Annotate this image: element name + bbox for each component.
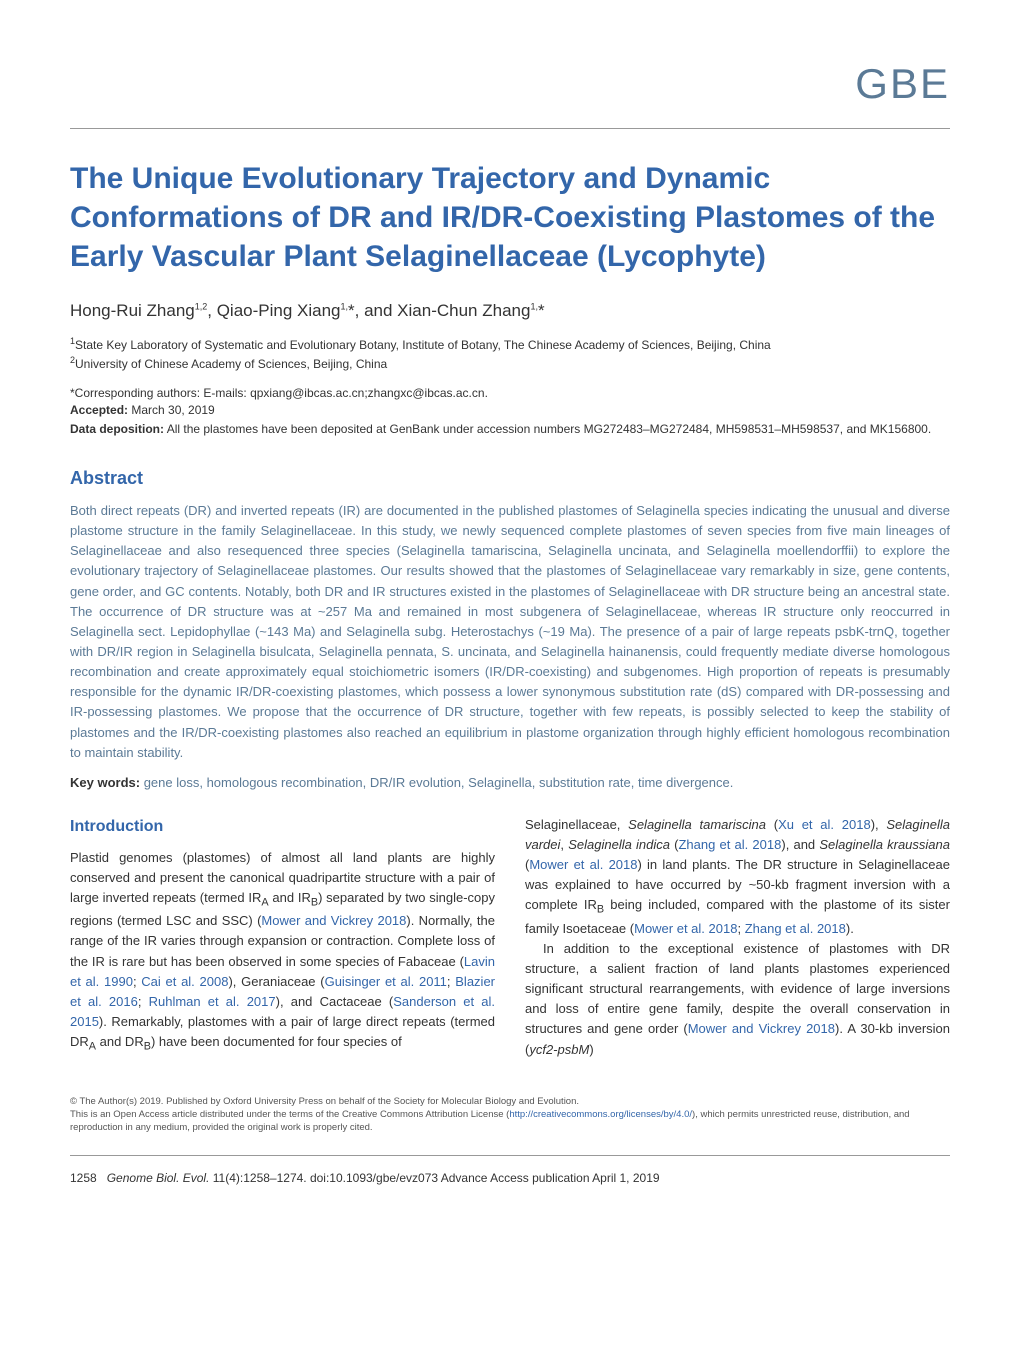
copyright-line-2: This is an Open Access article distribut…: [70, 1108, 950, 1135]
col2-text-2: (: [766, 817, 778, 832]
intro-paragraph-2: Selaginellaceae, Selaginella tamariscina…: [525, 815, 950, 939]
col2-italic-3: Selaginella indica: [568, 837, 670, 852]
data-deposition: Data deposition: All the plastomes have …: [70, 420, 950, 438]
footer: 1258 Genome Biol. Evol. 11(4):1258–1274.…: [70, 1171, 950, 1205]
citation-12[interactable]: Zhang et al. 2018: [745, 921, 846, 936]
intro-text-6: ), Geraniaceae (: [228, 974, 324, 989]
col2-text-11: ).: [846, 921, 854, 936]
data-deposition-text: All the plastomes have been deposited at…: [164, 422, 931, 436]
citation-9[interactable]: Zhang et al. 2018: [678, 837, 781, 852]
col2-italic-5: ycf2-psbM: [529, 1042, 589, 1057]
column-right: Selaginellaceae, Selaginella tamariscina…: [525, 815, 950, 1060]
intro-text-9: ), and Cactaceae (: [276, 994, 394, 1009]
intro-paragraph-1: Plastid genomes (plastomes) of almost al…: [70, 848, 495, 1056]
author-3-sup: 1,: [530, 301, 538, 311]
intro-sub-1: A: [261, 897, 268, 909]
col2-text-10: ;: [737, 921, 744, 936]
keywords-text: gene loss, homologous recombination, DR/…: [140, 775, 733, 790]
citation-10[interactable]: Mower et al. 2018: [529, 857, 637, 872]
affiliation-2-text: University of Chinese Academy of Science…: [75, 357, 387, 371]
intro-text-7: ;: [447, 974, 455, 989]
bottom-divider: [70, 1155, 950, 1156]
intro-sub-4: B: [144, 1041, 151, 1053]
footer-citation: 11(4):1258–1274. doi:10.1093/gbe/evz073 …: [209, 1171, 659, 1185]
author-2-post: *, and Xian-Chun Zhang: [348, 301, 530, 320]
intro-text-8: ;: [138, 994, 149, 1009]
intro-sub-3: A: [89, 1041, 96, 1053]
intro-text-12: ) have been documented for four species …: [151, 1034, 402, 1049]
citation-4[interactable]: Guisinger et al. 2011: [325, 974, 447, 989]
column-left: Introduction Plastid genomes (plastomes)…: [70, 815, 495, 1060]
citation-6[interactable]: Ruhlman et al. 2017: [149, 994, 276, 1009]
citation-1[interactable]: Mower and Vickrey 2018: [261, 913, 406, 928]
copyright-link[interactable]: http://creativecommons.org/licenses/by/4…: [509, 1109, 692, 1120]
affiliation-1: 1State Key Laboratory of Systematic and …: [70, 336, 950, 352]
author-3-post: *: [538, 301, 545, 320]
two-column-layout: Introduction Plastid genomes (plastomes)…: [70, 815, 950, 1060]
page-container: GBE The Unique Evolutionary Trajectory a…: [0, 0, 1020, 1245]
intro-paragraph-3: In addition to the exceptional existence…: [525, 939, 950, 1060]
article-title: The Unique Evolutionary Trajectory and D…: [70, 159, 950, 276]
col2-p2-text-3: ): [589, 1042, 593, 1057]
data-deposition-label: Data deposition:: [70, 422, 164, 436]
top-divider: [70, 128, 950, 129]
copyright-block: © The Author(s) 2019. Published by Oxfor…: [70, 1095, 950, 1135]
copyright-text-2: This is an Open Access article distribut…: [70, 1109, 509, 1120]
keywords-label: Key words:: [70, 775, 140, 790]
col2-text-3: ),: [871, 817, 887, 832]
citation-11[interactable]: Mower et al. 2018: [634, 921, 737, 936]
affiliation-1-text: State Key Laboratory of Systematic and E…: [75, 338, 771, 352]
author-1: Hong-Rui Zhang: [70, 301, 195, 320]
introduction-heading: Introduction: [70, 815, 495, 840]
intro-text-2: and IR: [269, 890, 311, 905]
authors-line: Hong-Rui Zhang1,2, Qiao-Ping Xiang1,*, a…: [70, 301, 950, 321]
author-2-pre: , Qiao-Ping Xiang: [207, 301, 340, 320]
journal-logo: GBE: [70, 60, 950, 108]
corresponding-authors: *Corresponding authors: E-mails: qpxiang…: [70, 386, 950, 400]
page-number: 1258: [70, 1171, 97, 1185]
col2-text-1: Selaginellaceae,: [525, 817, 628, 832]
abstract-text: Both direct repeats (DR) and inverted re…: [70, 501, 950, 763]
footer-journal: Genome Biol. Evol.: [107, 1171, 210, 1185]
accepted-label: Accepted:: [70, 403, 128, 417]
author-1-sup: 1,2: [195, 301, 208, 311]
col2-italic-1: Selaginella tamariscina: [628, 817, 766, 832]
citation-13[interactable]: Mower and Vickrey 2018: [688, 1021, 835, 1036]
citation-3[interactable]: Cai et al. 2008: [141, 974, 228, 989]
citation-8[interactable]: Xu et al. 2018: [778, 817, 871, 832]
abstract-heading: Abstract: [70, 468, 950, 489]
affiliation-2: 2University of Chinese Academy of Scienc…: [70, 355, 950, 371]
accepted-date: March 30, 2019: [128, 403, 215, 417]
col2-text-6: ), and: [781, 837, 819, 852]
copyright-line-1: © The Author(s) 2019. Published by Oxfor…: [70, 1095, 950, 1108]
intro-sub-2: B: [311, 897, 318, 909]
col2-italic-4: Selaginella kraussiana: [819, 837, 950, 852]
keywords-line: Key words: gene loss, homologous recombi…: [70, 775, 950, 790]
accepted-line: Accepted: March 30, 2019: [70, 403, 950, 417]
intro-text-11: and DR: [96, 1034, 144, 1049]
author-2-sup: 1,: [341, 301, 349, 311]
